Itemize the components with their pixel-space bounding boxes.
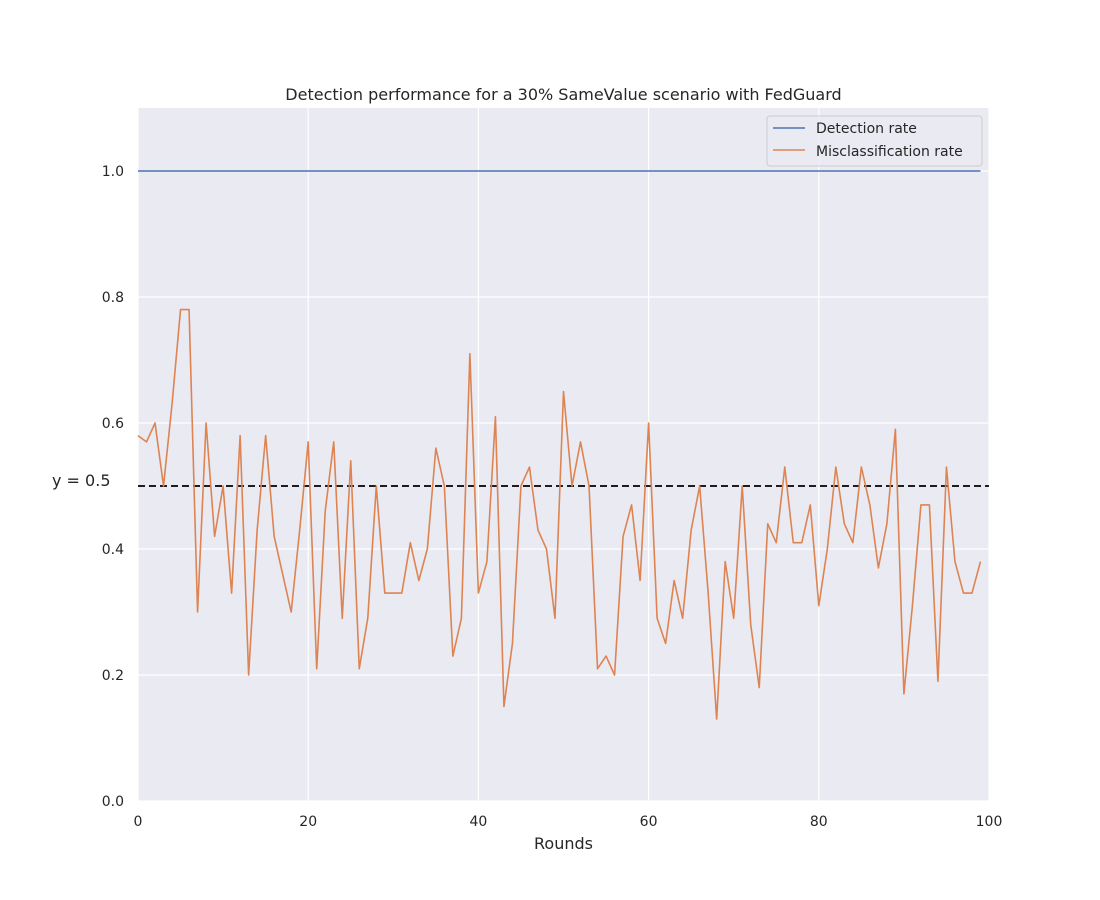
y-tick-label: 0.4 [102,542,124,558]
tick-labels: 0 20 40 60 80 100 0.0 0.2 0.4 0.6 0.8 1.0 [102,164,1003,830]
chart-title: Detection performance for a 30% SameValu… [285,85,841,104]
y-tick-label: 0.8 [102,290,124,306]
x-tick-label: 0 [134,814,143,830]
reference-line-label: y = 0.5 [52,471,111,490]
x-axis-label: Rounds [534,834,593,853]
legend-box [766,115,983,167]
misclassification-rate-line [137,308,982,720]
x-tick-label: 100 [976,814,1003,830]
y-tick-label: 0.0 [102,794,124,810]
y-tick-label: 1.0 [102,164,124,180]
y-tick-label: 0.6 [102,416,124,432]
legend: Detection rate Misclassification rate [766,115,983,167]
legend-label-detection-rate: Detection rate [816,121,917,137]
y-tick-label: 0.2 [102,668,124,684]
plot-area [138,108,989,801]
legend-label-misclassification-rate: Misclassification rate [816,144,963,160]
x-tick-label: 20 [299,814,317,830]
series-group [137,170,982,720]
x-tick-label: 40 [469,814,487,830]
x-tick-label: 60 [640,814,658,830]
x-tick-label: 80 [810,814,828,830]
